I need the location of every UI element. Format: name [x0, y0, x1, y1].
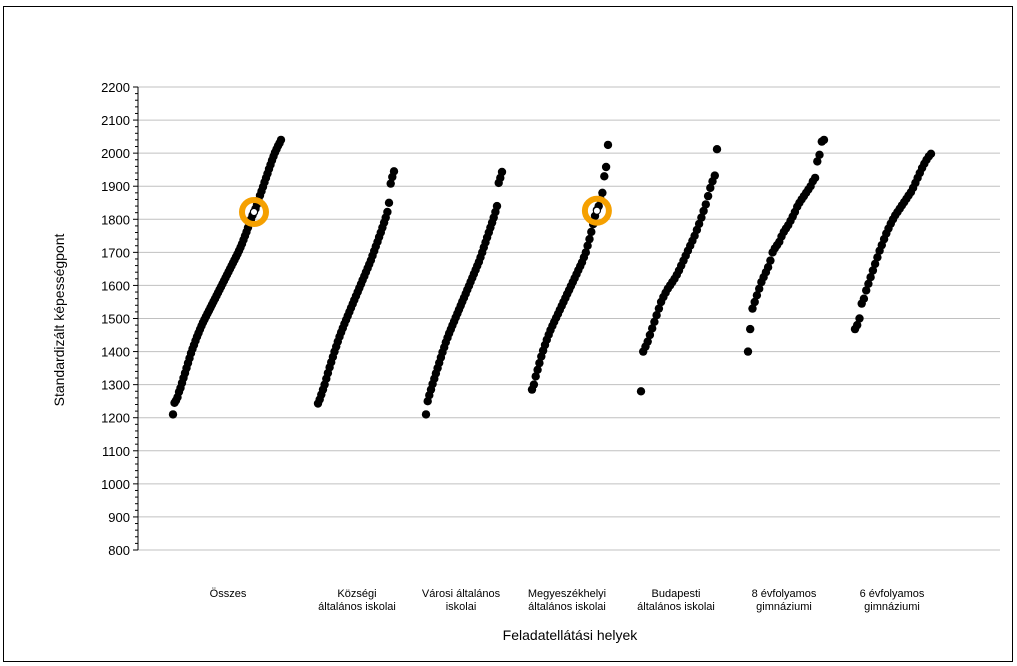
highlight-markers	[239, 195, 612, 227]
x-category-label: Községi	[337, 588, 376, 600]
data-point	[819, 135, 829, 145]
data-point	[755, 284, 764, 293]
highlight-point	[592, 206, 601, 215]
data-point	[531, 372, 540, 381]
y-tick-label: 1300	[101, 378, 130, 393]
data-point	[533, 365, 542, 374]
data-point	[581, 248, 590, 257]
data-point	[868, 266, 878, 275]
data-point	[535, 358, 544, 368]
x-axis-title: Feladatellátási helyek	[503, 627, 639, 643]
data-point	[752, 291, 762, 300]
x-category-label: gimnáziumi	[864, 601, 920, 613]
data-point	[763, 263, 773, 272]
data-point	[492, 201, 502, 211]
highlight-ring	[581, 195, 612, 226]
x-category-label: általános iskolai	[637, 601, 715, 613]
data-point	[866, 273, 875, 282]
x-category-label: Összes	[210, 588, 247, 600]
highlight-ring	[239, 197, 269, 227]
data-point	[598, 188, 607, 197]
data-point	[386, 179, 395, 188]
data-point	[699, 206, 708, 216]
y-tick-label: 2200	[101, 80, 130, 95]
data-point	[746, 324, 755, 334]
data-point	[648, 324, 657, 333]
data-point	[168, 410, 178, 419]
chart-frame	[3, 6, 1013, 662]
data-point	[643, 337, 652, 346]
x-category-label: Budapesti	[652, 588, 701, 600]
data-point	[697, 213, 706, 222]
data-point	[710, 171, 719, 180]
data-point	[603, 140, 613, 150]
y-tick-label: 1800	[101, 212, 130, 227]
y-tick-label: 2100	[101, 113, 130, 128]
data-point	[813, 157, 822, 166]
data-point	[873, 253, 882, 262]
data-point	[383, 207, 392, 217]
data-point	[815, 150, 824, 159]
x-category-label: gimnáziumi	[756, 601, 812, 613]
y-tick-label: 1600	[101, 278, 130, 293]
data-point	[276, 135, 286, 145]
y-tick-label: 1900	[101, 179, 130, 194]
data-point	[766, 256, 775, 265]
y-tick-label: 1500	[101, 312, 130, 327]
x-category-label: általános iskolai	[528, 601, 606, 613]
data-point	[384, 198, 394, 207]
data-point	[497, 167, 507, 177]
data-point	[810, 173, 820, 183]
data-point	[636, 387, 646, 396]
data-point	[701, 200, 710, 209]
x-category-label: 8 évfolyamos	[752, 588, 817, 600]
data-point	[645, 330, 655, 340]
data-point	[583, 241, 592, 250]
data-point	[652, 311, 661, 320]
x-category-label: Megyeszékhelyi	[528, 588, 606, 600]
y-tick-label: 800	[108, 543, 130, 558]
data-point	[585, 234, 594, 244]
data-point	[864, 279, 873, 288]
data-point	[853, 320, 862, 330]
y-tick-label: 1200	[101, 411, 130, 426]
data-point	[529, 380, 539, 389]
y-tick-label: 2000	[101, 146, 130, 161]
highlight-point	[250, 208, 258, 216]
y-axis-title: Standardizált képességpont	[51, 234, 67, 407]
data-point	[587, 227, 596, 237]
data-point	[870, 259, 880, 269]
data-point	[654, 304, 664, 313]
data-point	[926, 149, 936, 158]
data-point	[862, 286, 871, 295]
x-category-label: 6 évfolyamos	[860, 588, 925, 600]
data-point	[750, 297, 759, 307]
data-point	[600, 172, 609, 181]
x-category-label: iskolai	[446, 601, 477, 613]
y-tick-label: 1400	[101, 345, 130, 360]
data-point	[694, 219, 704, 229]
data-point	[650, 317, 659, 326]
y-axis: 800 900 1000 1100 1200 1300 1400 1500 1600 1700 18…	[101, 80, 139, 558]
scatter-points	[168, 135, 936, 419]
grid	[138, 86, 1000, 551]
data-point	[855, 314, 864, 323]
x-category-label: Városi általános	[422, 588, 501, 600]
y-tick-label: 1000	[101, 477, 130, 492]
data-point	[421, 410, 431, 419]
y-tick-label: 1700	[101, 245, 130, 260]
y-tick-label: 900	[108, 510, 130, 525]
data-point	[748, 304, 757, 313]
data-point	[601, 162, 611, 172]
data-point	[703, 191, 713, 201]
data-point	[706, 183, 715, 193]
data-point	[389, 167, 399, 176]
y-tick-label: 1100	[102, 444, 130, 459]
data-point	[859, 294, 869, 303]
data-point	[743, 347, 753, 356]
x-category-label: általános iskolai	[318, 601, 396, 613]
data-point	[712, 145, 722, 154]
